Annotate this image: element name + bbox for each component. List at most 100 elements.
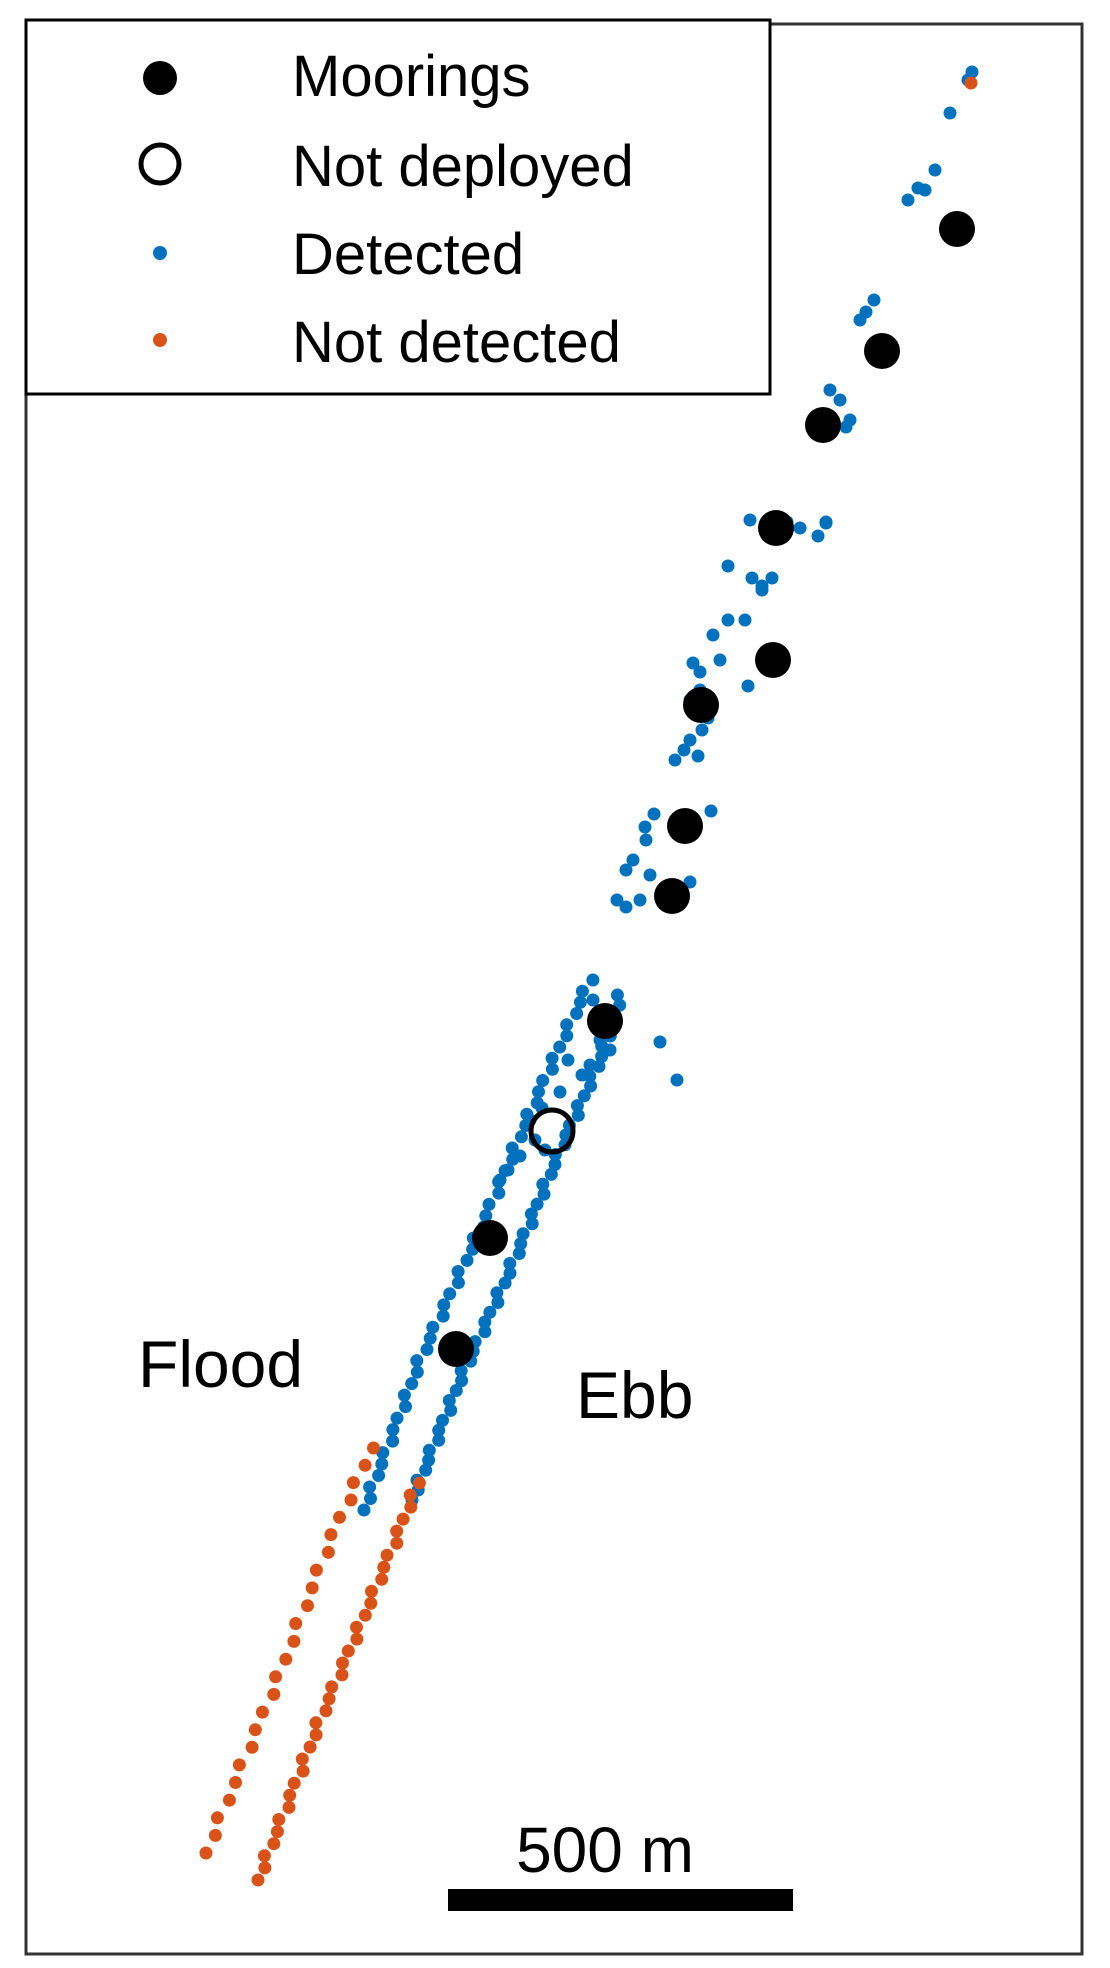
flood-detected-point — [390, 1411, 404, 1425]
flood-detected-point — [420, 1343, 434, 1356]
mooring-marker — [758, 510, 794, 546]
upper-detected-point — [619, 900, 633, 914]
ebb-not-detected-point — [365, 1584, 378, 1598]
scale-bar-label: 500 m — [516, 1814, 694, 1886]
mooring-markers — [438, 211, 975, 1367]
upper-detected-point — [553, 1085, 567, 1099]
flood-detected-point — [423, 1331, 437, 1345]
flood-label: Flood — [138, 1327, 303, 1401]
legend-detected-marker — [153, 246, 167, 260]
legend-moorings-marker — [143, 61, 177, 95]
legend-not-deployed-label: Not deployed — [292, 134, 634, 199]
flood-detected-point — [410, 1365, 424, 1379]
upper-detected-point — [686, 656, 700, 670]
ebb-not-detected-point — [251, 1873, 265, 1887]
ebb-not-detected-point — [358, 1608, 372, 1622]
upper-detected-point — [743, 513, 757, 527]
flood-detected-point — [443, 1287, 457, 1301]
flood-not-detected-point — [208, 1828, 222, 1842]
ebb-not-detected-point — [270, 1825, 284, 1839]
flood-not-detected-point — [279, 1652, 293, 1666]
ebb-detected-point — [422, 1443, 436, 1457]
flood-detected-point — [482, 1197, 496, 1211]
upper-detected-point — [638, 820, 652, 834]
ebb-detected-point — [478, 1325, 492, 1339]
upper-not-detected-point — [964, 76, 978, 90]
ebb-not-detected-point — [258, 1861, 272, 1875]
flood-not-detected-point — [248, 1723, 262, 1737]
not-deployed-marker — [528, 1107, 576, 1155]
ebb-not-detected-point — [396, 1512, 410, 1526]
legend: Moorings Not deployed Detected Not detec… — [24, 18, 772, 396]
flood-not-detected-point — [199, 1846, 213, 1860]
ebb-detected-point — [432, 1433, 446, 1447]
flood-detected-point — [451, 1265, 465, 1278]
flood-not-detected-point — [324, 1528, 338, 1542]
ebb-detected-point — [530, 1197, 544, 1211]
flood-detected-point — [536, 1074, 550, 1087]
flood-detected-point — [545, 1051, 559, 1065]
scale-bar: 500 m — [448, 1814, 793, 1911]
flood-not-detected-point — [321, 1545, 335, 1559]
flood-detected-point — [451, 1276, 465, 1290]
legend-not-deployed-marker — [138, 142, 182, 186]
upper-detected-point — [668, 753, 682, 767]
ebb-detected-point — [536, 1177, 550, 1191]
ebb-detected-point — [577, 1089, 591, 1103]
ebb-not-detected-point — [350, 1632, 364, 1646]
ebb-detected-point — [419, 1463, 433, 1477]
upper-detected-point — [901, 193, 915, 207]
upper-detected-point — [586, 993, 600, 1007]
ebb-not-detected-point — [283, 1788, 297, 1802]
mooring-marker — [472, 1220, 508, 1256]
flood-detected-point — [372, 1469, 386, 1482]
ebb-detected-point — [548, 1158, 562, 1171]
flood-detected-point — [426, 1320, 440, 1334]
ebb-not-detected-point — [267, 1837, 281, 1851]
ebb-detected-point — [584, 1079, 598, 1093]
ebb-not-detected-point — [377, 1560, 391, 1574]
flood-not-detected-point — [245, 1740, 259, 1754]
upper-detected-point — [833, 393, 847, 407]
upper-detected-point — [639, 833, 653, 847]
ebb-not-detected-point — [295, 1752, 309, 1766]
ebb-detected-point — [524, 1207, 538, 1221]
ebb-not-detected-point — [325, 1680, 339, 1694]
upper-detected-point — [575, 1068, 589, 1082]
ebb-detected-point — [537, 1187, 551, 1201]
flood-detected-point — [410, 1354, 424, 1368]
flood-not-detected-point — [333, 1510, 346, 1524]
flood-detected-point — [573, 995, 587, 1009]
upper-detected-point — [583, 1058, 597, 1072]
ebb-detected-point — [514, 1237, 528, 1251]
upper-detected-point — [793, 521, 807, 535]
ebb-detected-point — [422, 1453, 436, 1467]
ebb-detected-point — [516, 1227, 530, 1241]
ebb-detected-point — [455, 1374, 469, 1388]
ebb-detected-point — [571, 1108, 585, 1122]
flood-detected-point — [386, 1423, 400, 1437]
mooring-marker — [438, 1331, 474, 1367]
flood-not-detected-point — [346, 1476, 360, 1490]
flood-not-detected-point — [309, 1563, 323, 1577]
upper-detected-point — [839, 420, 853, 434]
upper-detected-point — [691, 749, 705, 763]
upper-detected-point — [561, 1053, 575, 1067]
ebb-detected-point — [432, 1423, 446, 1437]
upper-detected-point — [741, 679, 755, 693]
ebb-not-detected-point — [341, 1644, 355, 1658]
upper-detected-point — [695, 723, 709, 737]
ebb-detected-point — [544, 1167, 558, 1181]
upper-detected-point — [647, 807, 661, 821]
ebb-not-detected-point — [287, 1776, 301, 1790]
upper-detected-point — [918, 183, 932, 197]
legend-detected-label: Detected — [292, 222, 524, 287]
ebb-not-detected-point — [309, 1728, 323, 1742]
flood-not-detected-point — [344, 1493, 358, 1507]
flood-detected-point — [586, 973, 600, 987]
upper-detected-point — [683, 733, 697, 747]
flood-detected-point — [570, 1007, 584, 1020]
ebb-not-detected-point — [303, 1740, 317, 1754]
upper-detected-point — [721, 613, 735, 627]
